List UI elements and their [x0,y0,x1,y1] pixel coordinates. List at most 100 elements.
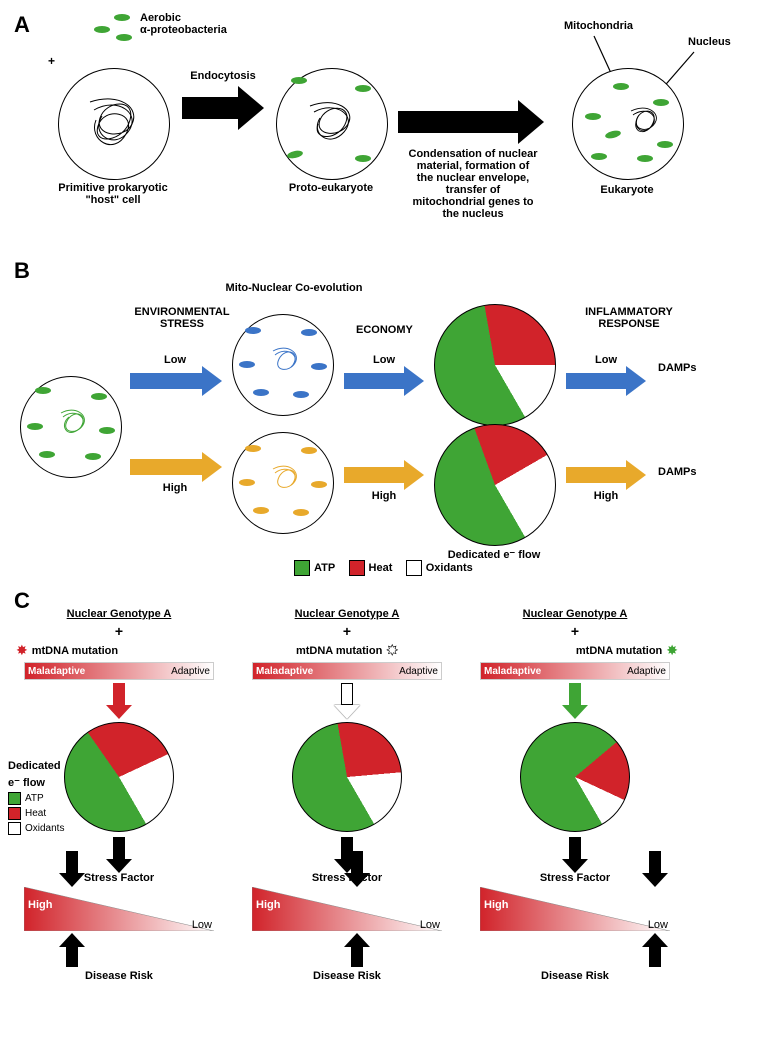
stress-marker-arrow [642,851,668,887]
stress-triangle: High Low [252,887,442,931]
stress-factor-label: Stress Factor [84,872,154,884]
env-stress-label: ENVIRONMENTAL STRESS [122,306,242,330]
low-label: Low [420,919,440,931]
eukaryote-caption: Eukaryote [572,184,682,196]
adaptive-label: Adaptive [399,666,438,677]
panel-c-side-legend: Dedicated e⁻ flow ATP Heat Oxidants [8,758,64,836]
risk-marker-arrow [642,933,668,967]
mtdna-label: mtDNA mutation [296,645,382,657]
stress-down-arrow-icon [562,837,588,873]
stress-down-arrow-icon [106,837,132,873]
yellow-arrow-icon [566,460,646,490]
yellow-arrow-icon [344,460,424,490]
chromatin-icon [302,94,362,154]
panel-c: C Nuclear Genotype A + mtDNA mutation ✸ … [14,588,750,982]
aerobic-legend: Aerobic α-proteobacteria [140,12,227,36]
low-label: Low [192,919,212,931]
arrow-2-icon [398,100,548,144]
legend-atp: ATP [25,793,44,804]
plus-icon: + [571,623,579,639]
legend-heat: Heat [369,562,393,574]
eflow-side-label: Dedicated e⁻ flow [8,758,64,791]
coevolution-title: Mito-Nuclear Co-evolution [214,282,374,294]
stress-factor-label: Stress Factor [540,872,610,884]
nucleus-icon [627,103,663,139]
pie-c [64,722,174,832]
stress-marker-arrow [344,851,370,887]
stress-triangle: High Low [24,887,214,931]
host-cell-icon [58,68,170,180]
low-label-2: Low [344,354,424,366]
eukaryote-icon [572,68,684,180]
low-label: Low [130,354,220,366]
disease-risk-label: Disease Risk [85,970,153,982]
panel-a-label: A [14,12,30,37]
arrow-1-icon [182,86,264,130]
panel-a: A Aerobic α-proteobacteria + Primitive p… [14,12,750,252]
adaptive-gradient-bar: Maladaptive Adaptive [480,662,670,680]
low-cell-icon [232,314,334,416]
nuclear-genotype-label: Nuclear Genotype A [523,608,628,620]
adaptive-gradient-bar: Maladaptive Adaptive [252,662,442,680]
blue-arrow-icon [344,366,424,396]
disease-risk-label: Disease Risk [541,970,609,982]
economy-label: ECONOMY [356,324,413,336]
plus-icon: + [343,623,351,639]
legend-ox: Oxidants [426,562,473,574]
panel-b-label: B [14,258,30,283]
endocytosis-label: Endocytosis [182,70,264,82]
mutation-arrow-icon [106,683,132,719]
legend-ox: Oxidants [25,823,64,834]
adaptive-gradient-bar: Maladaptive Adaptive [24,662,214,680]
damps-label: DAMPs [658,362,697,374]
mutation-star-icon: ✸ [16,642,28,659]
panel-b-legend: ATP Heat Oxidants [294,560,750,576]
pie-c [292,722,402,832]
adaptive-label: Adaptive [627,666,666,677]
maladaptive-label: Maladaptive [256,666,313,677]
pie-c [520,722,630,832]
high-cell-icon [232,432,334,534]
chromatin-icon [80,90,148,158]
inflam-label: INFLAMMATORY RESPONSE [564,306,694,330]
stress-triangle: High Low [480,887,670,931]
mutation-star-icon: ✸ [666,642,678,659]
disease-risk-label: Disease Risk [313,970,381,982]
yellow-arrow-icon [130,452,222,482]
proto-eukaryote-caption: Proto-eukaryote [276,182,386,194]
high-label: High [484,899,508,911]
high-label: High [256,899,280,911]
low-label-3: Low [566,354,646,366]
blue-arrow-icon [566,366,646,396]
initial-cell-icon [20,376,122,478]
high-label: High [28,899,52,911]
blue-arrow-icon [130,366,222,396]
mtdna-label: mtDNA mutation [32,645,118,657]
panel-b: B Mito-Nuclear Co-evolution ENVIRONMENTA… [14,258,750,576]
adaptive-label: Adaptive [171,666,210,677]
pie-high [434,424,556,546]
risk-marker-arrow [344,933,370,967]
arrow-2-text: Condensation of nuclear material, format… [398,148,548,220]
damps-label-2: DAMPs [658,466,697,478]
risk-marker-arrow [59,933,85,967]
high-label-2: High [344,490,424,502]
plus-sign: + [48,54,55,68]
maladaptive-label: Maladaptive [484,666,541,677]
high-label: High [130,482,220,494]
pie-low [434,304,556,426]
mutation-arrow-icon [562,683,588,719]
mtdna-label: mtDNA mutation [576,645,662,657]
stress-marker-arrow [59,851,85,887]
maladaptive-label: Maladaptive [28,666,85,677]
nuclear-genotype-label: Nuclear Genotype A [67,608,172,620]
mutation-arrow-icon [334,683,360,719]
plus-icon: + [115,623,123,639]
nuclear-genotype-label: Nuclear Genotype A [295,608,400,620]
legend-atp: ATP [314,562,335,574]
proto-eukaryote-icon [276,68,388,180]
host-cell-caption: Primitive prokaryotic "host" cell [58,182,168,206]
low-label: Low [648,919,668,931]
high-label-3: High [566,490,646,502]
mutation-star-icon: ✸ [386,642,398,659]
